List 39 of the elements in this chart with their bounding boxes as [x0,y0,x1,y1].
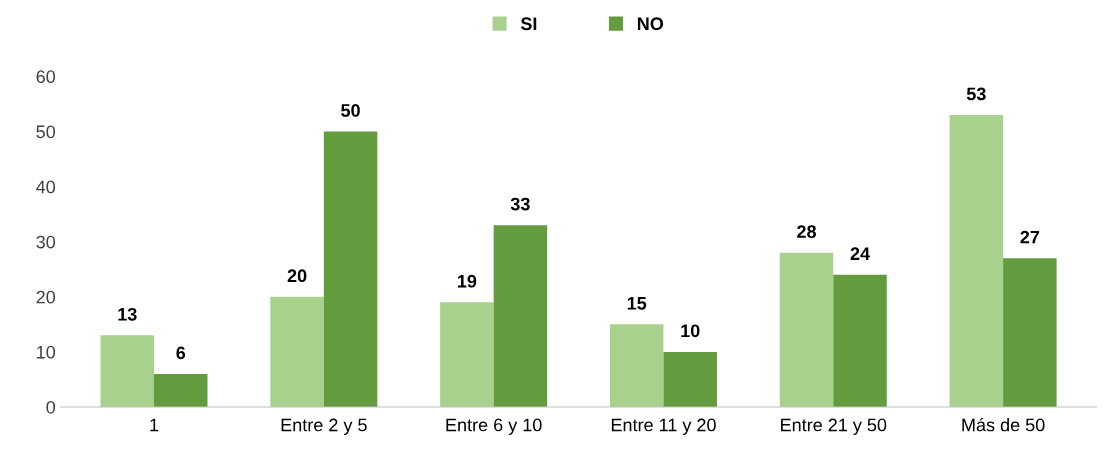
x-tick-label: Entre 11 y 20 [611,418,716,435]
legend-label: NO [637,17,664,31]
x-tick-label: Más de 50 [962,417,1045,432]
bar [609,324,664,407]
bar [833,274,887,407]
bar [270,296,324,407]
bar [440,302,494,407]
bar [779,252,834,407]
bar [949,114,1004,407]
data-label: 53 [966,87,986,101]
data-label: 6 [176,346,186,360]
bar [100,335,155,407]
data-label: 33 [510,197,530,211]
y-tick-label: 50 [36,125,56,139]
y-tick-label: 10 [37,345,56,359]
y-tick-label: 0 [46,400,56,414]
x-tick-label: 1 [150,418,159,432]
data-label: 15 [627,297,647,310]
x-tick-label: Entre 6 y 10 [446,418,542,435]
bar [154,373,208,407]
data-label: 19 [457,274,477,288]
bar [1003,258,1057,407]
bar [493,225,548,407]
y-tick-label: 20 [36,290,56,304]
data-label: 24 [850,247,870,260]
data-label: 28 [797,225,817,239]
y-tick-label: 30 [36,235,56,249]
data-label: 50 [341,104,360,117]
x-tick-label: Entre 21 y 50 [781,418,887,435]
data-label: 20 [287,269,307,283]
x-tick-label: Entre 2 y 5 [281,418,367,435]
bar [663,351,717,407]
bar [323,131,378,407]
data-label: 10 [681,324,700,338]
y-tick-label: 60 [36,70,56,84]
legend-label: SI [520,17,537,31]
data-label: 27 [1020,230,1040,244]
y-tick-label: 40 [36,180,56,194]
data-label: 13 [118,307,137,321]
